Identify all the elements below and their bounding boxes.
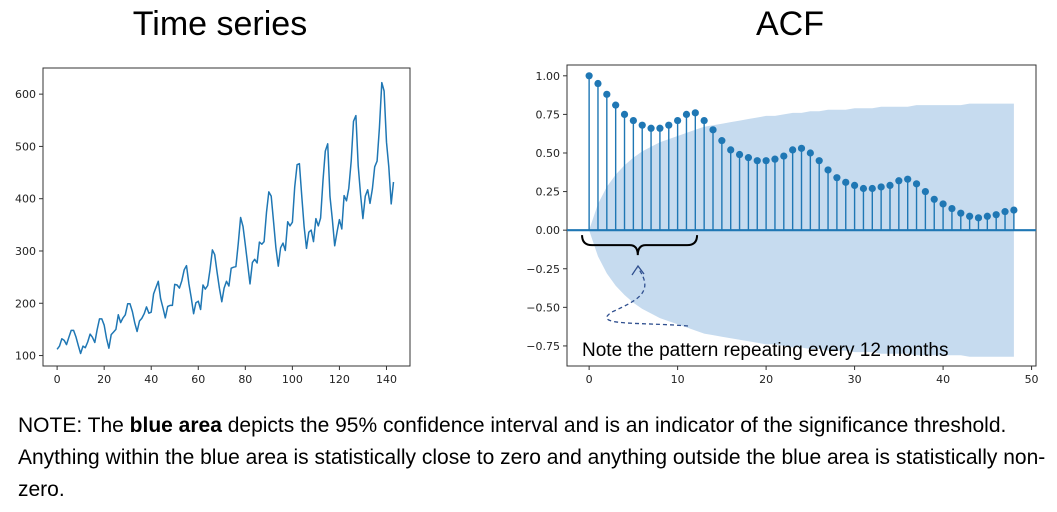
acf-marker <box>1001 208 1009 216</box>
acf-marker <box>842 178 850 186</box>
acf-ytick-label: 0.50 <box>536 147 561 160</box>
brace-bracket <box>581 235 699 256</box>
acf-marker <box>629 116 637 125</box>
ts-xtick-label: 60 <box>191 373 205 386</box>
annotation-note: Note the pattern repeating every 12 mont… <box>582 340 949 361</box>
acf-marker <box>674 116 682 125</box>
acf-marker <box>921 187 929 196</box>
acf-marker <box>718 137 726 145</box>
acf-ytick-label: 0.25 <box>536 186 561 199</box>
acf-marker <box>656 124 664 132</box>
acf-marker <box>638 121 646 129</box>
acf-marker <box>974 214 983 222</box>
acf-marker <box>930 195 938 203</box>
acf-marker <box>806 149 814 157</box>
acf-xtick-label: 10 <box>671 373 685 386</box>
ts-xtick-label: 140 <box>376 373 397 386</box>
acf-marker <box>859 184 868 193</box>
arrow-head <box>631 264 645 276</box>
ts-xtick-label: 120 <box>329 373 350 386</box>
ts-ytick-label: 100 <box>15 350 36 363</box>
acf-marker <box>780 152 788 160</box>
acf-marker <box>992 211 1000 219</box>
acf-marker <box>815 157 823 165</box>
ts-ytick-label: 200 <box>15 297 36 310</box>
ts-ytick-label: 600 <box>15 88 36 101</box>
ts-xtick-label: 100 <box>282 373 303 386</box>
acf-marker <box>966 212 974 220</box>
footnote-suffix: depicts the 95% confidence interval and … <box>18 414 1046 501</box>
acf-ytick-label: −0.75 <box>526 340 560 353</box>
acf-ytick-label: 0.75 <box>536 108 561 121</box>
acf-marker <box>612 101 620 109</box>
dashed-arrow <box>606 267 689 327</box>
acf-marker <box>797 144 806 152</box>
acf-marker <box>983 212 991 220</box>
acf-marker <box>709 126 717 134</box>
acf-marker <box>1010 206 1018 214</box>
acf-marker <box>877 183 885 191</box>
footnote-prefix: NOTE: The <box>18 414 130 437</box>
acf-marker <box>939 200 947 208</box>
acf-marker <box>895 177 903 185</box>
acf-marker <box>948 204 956 213</box>
acf-marker <box>868 184 876 193</box>
acf-xtick-label: 50 <box>1025 373 1039 386</box>
acf-ytick-label: 0.00 <box>536 224 561 237</box>
acf-marker <box>850 181 859 189</box>
acf-marker <box>912 180 921 188</box>
acf-ytick-label: −0.50 <box>526 301 560 314</box>
acf-marker <box>833 174 841 182</box>
acf-marker <box>735 150 744 159</box>
acf-marker <box>585 72 593 80</box>
ts-xtick-label: 20 <box>97 373 111 386</box>
time-series-title: Time series <box>132 5 308 43</box>
acf-plot-frame <box>566 64 1037 367</box>
acf-marker <box>789 146 797 154</box>
acf-title: ACF <box>756 5 824 43</box>
ts-series-line <box>56 81 395 355</box>
acf-xtick-label: 0 <box>586 373 593 386</box>
acf-marker <box>647 124 655 132</box>
acf-xtick-label: 20 <box>759 373 773 386</box>
ts-xtick-label: 80 <box>238 373 252 386</box>
acf-marker <box>824 166 832 174</box>
acf-marker <box>762 157 770 165</box>
acf-marker <box>682 110 691 118</box>
acf-marker <box>620 110 629 118</box>
acf-marker <box>753 157 761 165</box>
acf-ytick-label: 1.00 <box>536 70 561 83</box>
acf-ytick-label: −0.25 <box>526 263 560 276</box>
acf-marker <box>957 209 965 217</box>
acf-xtick-label: 30 <box>848 373 862 386</box>
footnote: NOTE: The blue area depicts the 95% conf… <box>18 410 1053 506</box>
acf-marker <box>700 116 708 125</box>
ts-xtick-label: 0 <box>54 373 61 386</box>
acf-marker <box>594 79 602 88</box>
footnote-bold: blue area <box>129 414 222 437</box>
ts-ytick-label: 500 <box>15 140 36 153</box>
acf-marker <box>904 175 912 183</box>
acf-marker <box>665 121 673 129</box>
ts-plot-frame <box>42 67 411 367</box>
ts-ytick-label: 400 <box>15 193 36 206</box>
acf-marker <box>603 90 611 98</box>
acf-marker <box>744 154 753 162</box>
acf-xtick-label: 40 <box>936 373 950 386</box>
acf-marker <box>691 109 699 117</box>
ts-xtick-label: 40 <box>144 373 158 386</box>
acf-marker <box>727 146 735 154</box>
ts-ytick-label: 300 <box>15 245 36 258</box>
acf-marker <box>771 155 779 163</box>
acf-marker <box>886 181 894 189</box>
